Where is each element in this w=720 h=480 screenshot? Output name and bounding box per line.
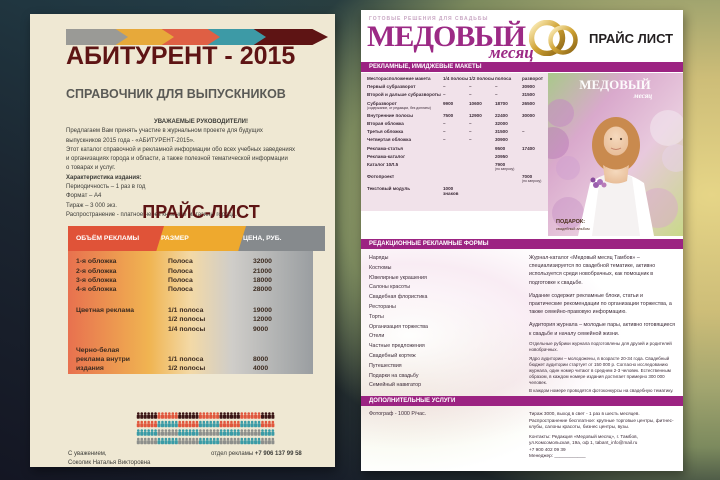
svg-text:месяц: месяц bbox=[633, 92, 653, 100]
svg-text:свадебный альбом: свадебный альбом bbox=[556, 227, 590, 231]
svg-text:ПОДАРОК:: ПОДАРОК: bbox=[556, 219, 585, 225]
svg-text:МЕДОВЫЙ: МЕДОВЫЙ bbox=[579, 77, 651, 92]
